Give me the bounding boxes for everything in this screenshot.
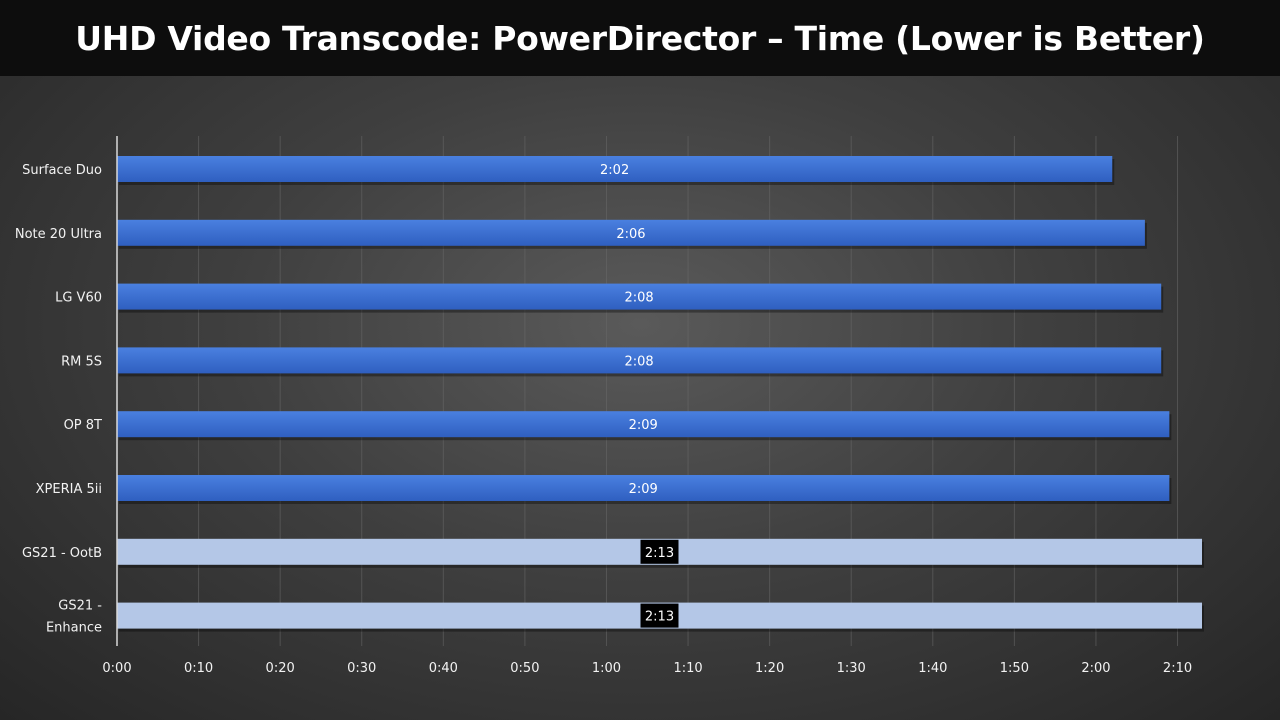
data-label: 2:08 xyxy=(625,354,654,369)
x-tick-label: 1:30 xyxy=(837,661,866,676)
category-label: Note 20 Ultra xyxy=(15,227,102,242)
category-label: OP 8T xyxy=(64,418,102,433)
data-label: 2:09 xyxy=(629,482,658,497)
x-tick-label: 2:00 xyxy=(1081,661,1110,676)
x-tick-label: 1:20 xyxy=(755,661,784,676)
chart-title: UHD Video Transcode: PowerDirector – Tim… xyxy=(75,18,1205,58)
x-tick-label: 1:40 xyxy=(918,661,947,676)
x-tick-label: 0:50 xyxy=(510,661,539,676)
bar xyxy=(117,411,1170,438)
data-label: 2:08 xyxy=(625,291,654,306)
bar xyxy=(117,283,1162,310)
x-tick-label: 0:30 xyxy=(347,661,376,676)
gridlines xyxy=(198,136,1179,646)
x-tick-label: 0:20 xyxy=(266,661,295,676)
x-tick-label: 2:10 xyxy=(1163,661,1192,676)
category-label: LG V60 xyxy=(55,291,102,306)
data-label-box xyxy=(640,603,679,628)
category-label: RM 5S xyxy=(61,354,102,369)
category-label: Enhance xyxy=(46,621,102,636)
category-label: Surface Duo xyxy=(22,163,102,178)
x-tick-label: 1:10 xyxy=(673,661,702,676)
bars xyxy=(117,156,1204,632)
category-label: GS21 - xyxy=(58,599,102,614)
data-label: 2:13 xyxy=(645,546,674,561)
labels: 0:00 0:10 0:20 0:30 0:40 0:50 1:00 1:10 1:20 1:30… xyxy=(15,163,1192,676)
category-label: GS21 - OotB xyxy=(22,546,102,561)
title-bar: UHD Video Transcode: PowerDirector – Tim… xyxy=(0,0,1280,76)
data-label: 2:09 xyxy=(629,418,658,433)
x-tick-label: 1:00 xyxy=(592,661,621,676)
x-tick-label: 0:10 xyxy=(184,661,213,676)
bar xyxy=(117,347,1162,374)
data-label-box xyxy=(640,539,679,564)
category-label: XPERIA 5ii xyxy=(36,482,102,497)
x-tick-label: 1:50 xyxy=(1000,661,1029,676)
bar xyxy=(117,156,1113,182)
data-label: 2:02 xyxy=(600,163,629,178)
bar xyxy=(117,475,1170,501)
data-label: 2:13 xyxy=(645,610,674,625)
x-tick-label: 0:00 xyxy=(102,661,131,676)
x-tick-label: 0:40 xyxy=(429,661,458,676)
data-label: 2:06 xyxy=(616,227,645,242)
bar xyxy=(117,219,1145,246)
